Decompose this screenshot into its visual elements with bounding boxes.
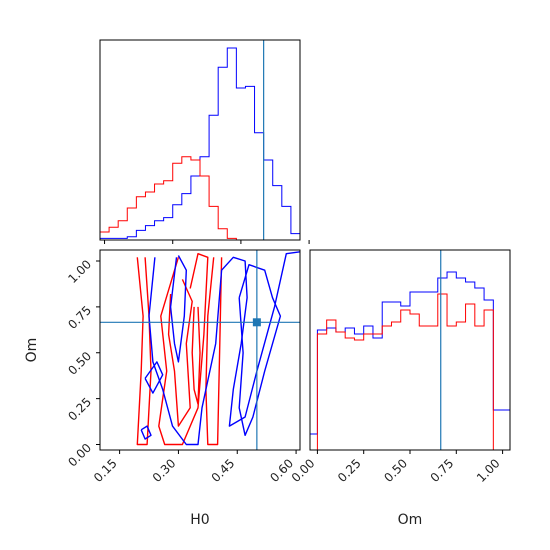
contour-line-9 [238, 264, 282, 436]
om-x-tick-label-1: 0.25 [335, 456, 364, 485]
om-x-axis-label: Om [398, 512, 423, 528]
contour-y-tick-label-2: 0.50 [65, 349, 94, 378]
contour-line-1 [158, 252, 209, 446]
contour-y-axis-label: Om [24, 338, 40, 363]
om-histogram-series-1 [316, 293, 503, 451]
om-x-tick-label-2: 0.50 [381, 456, 410, 485]
contour-line-2 [205, 257, 223, 446]
h0-histogram-panel [99, 39, 310, 244]
om-histogram-panel [309, 249, 511, 454]
contour-line-3 [167, 279, 193, 427]
contour-line-0 [136, 257, 152, 446]
om-x-tick-label-0: 0.00 [289, 456, 318, 485]
h0-histogram-series-0 [99, 47, 301, 240]
contour-y-tick-label-3: 0.75 [65, 303, 94, 332]
om-x-tick-label-4: 1.00 [474, 456, 503, 485]
contour-truth-marker [252, 318, 261, 327]
contour-y-tick-label-4: 1.00 [65, 257, 94, 286]
contour-line-7 [144, 361, 164, 394]
contour-line-4 [191, 306, 201, 405]
contour-x-tick-label-1: 0.30 [150, 456, 179, 485]
contour-y-tick-label-1: 0.25 [65, 395, 94, 424]
contour-line-8 [140, 425, 152, 440]
contour-panel [100, 250, 300, 450]
h0-histogram-frame [99, 39, 301, 241]
om-x-tick-label-3: 0.75 [428, 456, 457, 485]
om-histogram-frame [309, 249, 511, 451]
h0-histogram-series-1 [99, 156, 246, 241]
contour-line-6 [169, 255, 188, 363]
contour-x-tick-label-0: 0.15 [91, 456, 120, 485]
om-histogram-series-0 [309, 271, 511, 450]
contour-frame [99, 249, 301, 451]
contour-x-tick-label-2: 0.45 [209, 456, 238, 485]
contour-y-tick-label-0: 0.00 [65, 441, 94, 470]
contour-x-axis-label: H0 [190, 512, 209, 528]
contour-line-5 [148, 251, 300, 446]
